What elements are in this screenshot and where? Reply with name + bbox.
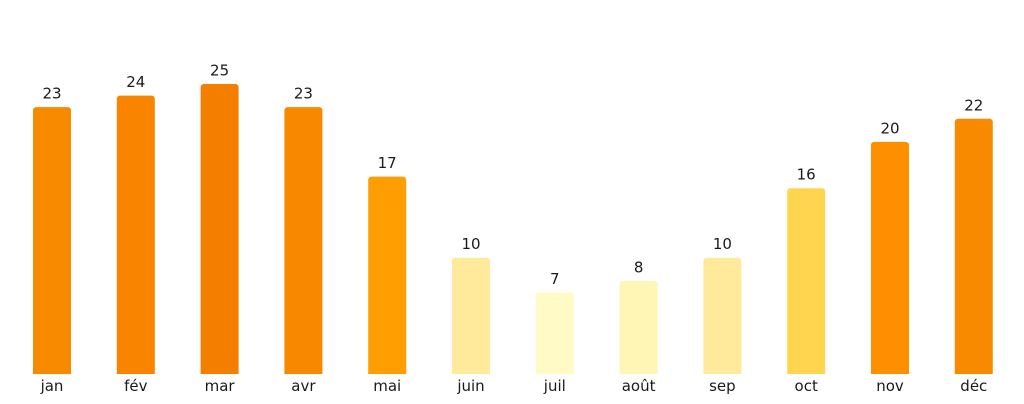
value-label-mai: 17 bbox=[378, 154, 397, 172]
bar-mar bbox=[200, 84, 239, 375]
value-label-dec: 22 bbox=[964, 96, 983, 114]
x-tick-label-nov: nov bbox=[876, 377, 904, 395]
bar-juil bbox=[535, 292, 574, 374]
value-label-avr: 23 bbox=[294, 85, 313, 103]
value-label-aout: 8 bbox=[634, 258, 644, 276]
value-label-juil: 7 bbox=[550, 270, 560, 288]
bar-avr bbox=[284, 107, 323, 375]
value-label-mar: 25 bbox=[210, 62, 229, 80]
x-tick-label-sep: sep bbox=[709, 377, 736, 395]
bar-fev bbox=[116, 95, 155, 375]
bar-aout bbox=[619, 280, 658, 374]
x-tick-label-fev: fév bbox=[124, 377, 148, 395]
x-tick-label-juin: juin bbox=[456, 377, 484, 395]
x-axis-tick-labels: jan fév mar avr mai juin juil août sep oct nov déc bbox=[40, 377, 988, 395]
bar-sep bbox=[703, 257, 742, 374]
value-labels-group: 23 24 25 23 17 10 7 8 10 16 20 22 bbox=[42, 62, 983, 288]
value-label-sep: 10 bbox=[713, 235, 732, 253]
x-tick-label-avr: avr bbox=[291, 377, 316, 395]
x-tick-label-mai: mai bbox=[373, 377, 401, 395]
value-label-oct: 16 bbox=[797, 166, 816, 184]
bar-dec bbox=[954, 118, 993, 375]
x-tick-label-dec: déc bbox=[960, 377, 987, 395]
bars-group bbox=[33, 84, 993, 375]
value-label-jan: 23 bbox=[42, 85, 61, 103]
x-tick-label-juil: juil bbox=[543, 377, 566, 395]
bar-juin bbox=[452, 257, 490, 374]
bar-jan bbox=[33, 107, 71, 375]
bar-oct bbox=[787, 188, 826, 374]
value-label-nov: 20 bbox=[880, 119, 899, 137]
value-label-juin: 10 bbox=[461, 235, 480, 253]
x-tick-label-aout: août bbox=[622, 377, 656, 395]
value-label-fev: 24 bbox=[126, 73, 145, 91]
bar-nov bbox=[871, 141, 909, 374]
x-tick-label-jan: jan bbox=[40, 377, 64, 395]
bar-mai bbox=[368, 176, 407, 374]
x-tick-label-mar: mar bbox=[205, 377, 236, 395]
x-tick-label-oct: oct bbox=[795, 377, 818, 395]
